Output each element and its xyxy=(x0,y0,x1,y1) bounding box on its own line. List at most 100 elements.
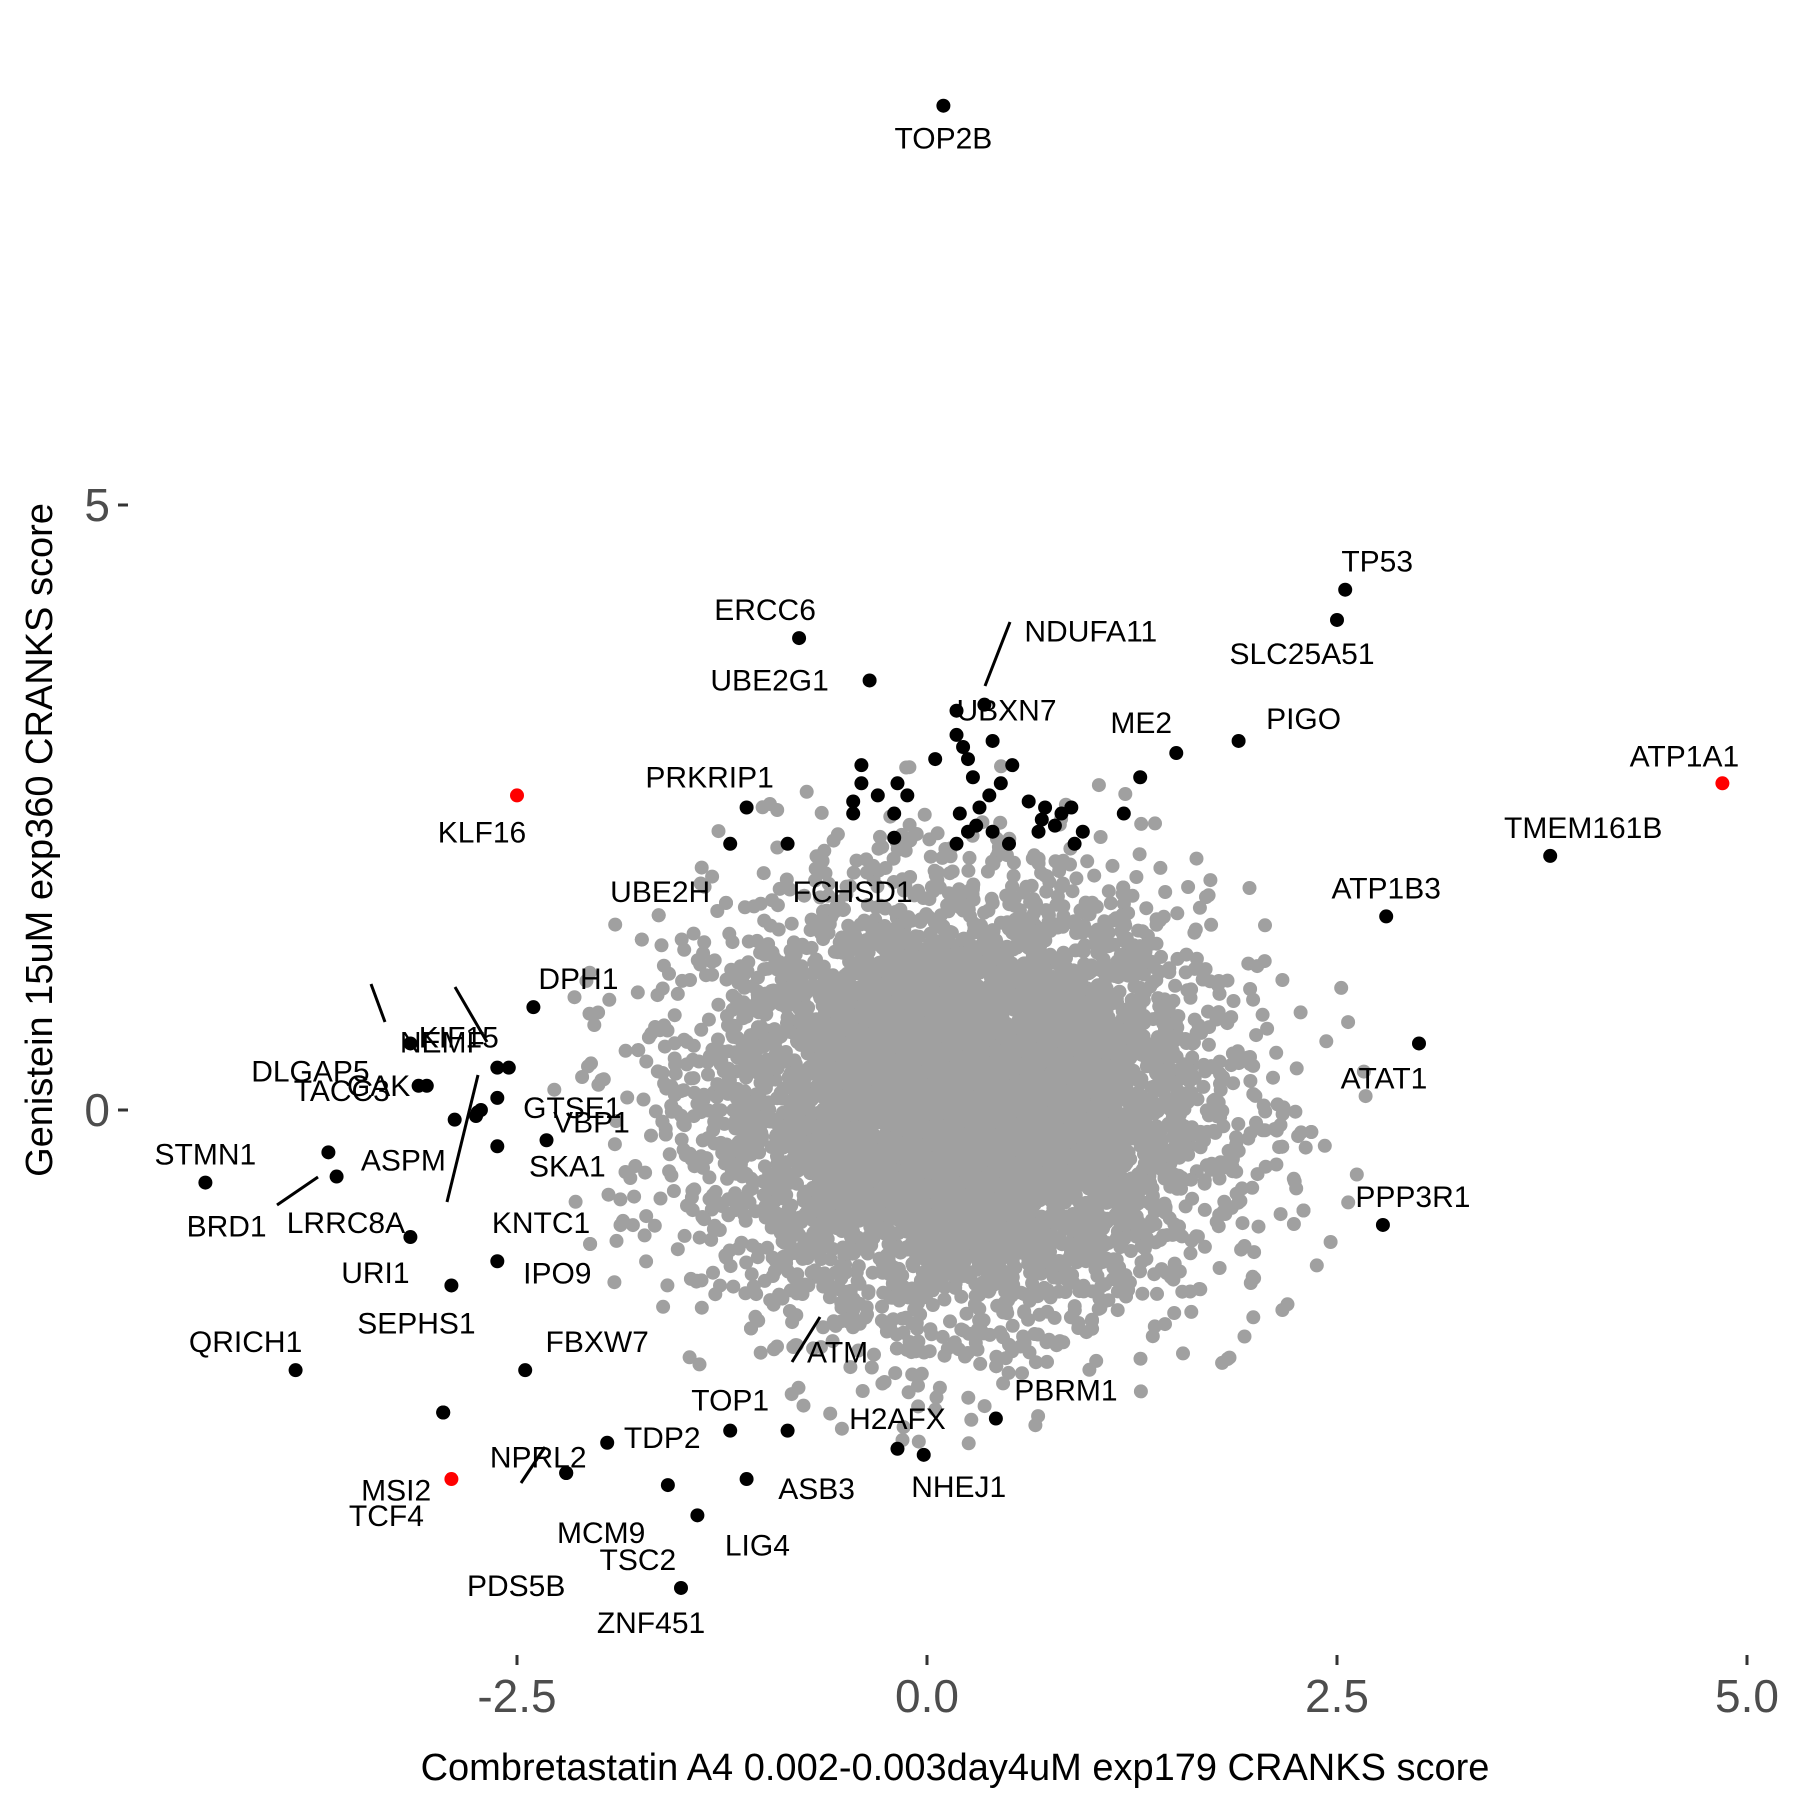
background-point xyxy=(1243,1074,1258,1088)
background-point xyxy=(1258,918,1272,933)
background-point xyxy=(785,1315,800,1330)
background-point xyxy=(897,883,911,898)
background-point xyxy=(737,900,752,915)
background-point xyxy=(1235,1181,1249,1196)
background-point xyxy=(1150,1286,1164,1301)
background-point xyxy=(1040,1354,1054,1369)
background-point xyxy=(1170,951,1185,966)
background-point xyxy=(1212,1171,1227,1186)
background-point xyxy=(756,866,771,881)
background-point xyxy=(865,1265,880,1280)
background-point xyxy=(1167,1306,1182,1320)
background-point xyxy=(994,759,1008,774)
background-point xyxy=(1212,1261,1227,1275)
background-point xyxy=(1166,993,1181,1008)
background-point xyxy=(896,1420,911,1435)
background-point xyxy=(656,1299,671,1314)
background-point xyxy=(772,881,787,896)
background-point xyxy=(1215,1355,1230,1370)
background-point xyxy=(825,1334,840,1349)
background-point xyxy=(1246,992,1261,1007)
background-point xyxy=(1159,1090,1174,1105)
background-point xyxy=(1309,1258,1324,1273)
background-point xyxy=(917,807,932,822)
background-point xyxy=(627,1189,642,1204)
background-point xyxy=(814,805,829,820)
background-point xyxy=(1358,1089,1373,1104)
background-point xyxy=(1235,1216,1250,1231)
background-point xyxy=(697,1212,712,1227)
background-point xyxy=(1123,1244,1138,1258)
background-point xyxy=(1234,1242,1249,1257)
background-point xyxy=(1080,854,1095,869)
background-point xyxy=(1147,1267,1162,1282)
background-point xyxy=(753,1345,768,1360)
background-point xyxy=(1250,1167,1265,1182)
background-point xyxy=(692,1357,707,1372)
background-point xyxy=(1242,881,1257,895)
background-point xyxy=(1192,900,1207,915)
background-point xyxy=(977,1399,992,1414)
background-point xyxy=(1317,1138,1332,1153)
background-point xyxy=(1275,1303,1290,1317)
background-point xyxy=(690,953,705,968)
background-point xyxy=(1196,1079,1211,1094)
background-point xyxy=(1356,1064,1371,1079)
background-point xyxy=(1159,1266,1174,1280)
background-point xyxy=(1245,1180,1260,1195)
background-point xyxy=(1251,1219,1266,1234)
background-point xyxy=(1168,978,1183,993)
background-point xyxy=(765,1250,780,1265)
background-point xyxy=(1269,1045,1284,1060)
background-point xyxy=(886,851,901,866)
background-point xyxy=(797,888,812,903)
background-point xyxy=(1091,778,1106,793)
background-point xyxy=(911,883,925,898)
background-point xyxy=(644,1128,658,1143)
background-point xyxy=(1248,1088,1263,1103)
background-point xyxy=(636,1092,651,1107)
background-point xyxy=(888,1366,903,1381)
background-point xyxy=(654,938,669,953)
background-point xyxy=(1101,925,1116,940)
background-point xyxy=(1043,1290,1058,1305)
background-point xyxy=(1250,959,1265,974)
background-point xyxy=(1211,1005,1226,1020)
background-point xyxy=(942,866,957,881)
background-point xyxy=(1319,1034,1334,1049)
background-point xyxy=(871,841,886,856)
background-point xyxy=(1247,1245,1262,1260)
background-point xyxy=(602,992,617,1007)
background-point xyxy=(1069,871,1084,886)
background-point xyxy=(1059,951,1073,965)
background-point xyxy=(973,1356,988,1371)
background-point xyxy=(1087,868,1102,883)
background-point xyxy=(1158,885,1173,899)
background-point xyxy=(875,1299,889,1314)
background-point xyxy=(686,1109,701,1124)
background-point xyxy=(607,1275,622,1290)
background-point xyxy=(723,1259,738,1274)
background-point xyxy=(1273,1207,1288,1222)
background-point xyxy=(928,1402,943,1417)
background-point xyxy=(1176,1346,1190,1361)
background-point xyxy=(770,1339,784,1354)
background-point xyxy=(1197,1239,1212,1254)
background-point xyxy=(1077,1228,1092,1243)
background-point xyxy=(948,1280,963,1295)
background-point xyxy=(888,905,903,919)
background-point xyxy=(1047,1310,1062,1325)
background-point xyxy=(648,1104,663,1119)
background-point xyxy=(693,876,708,891)
background-point xyxy=(902,760,917,775)
background-point xyxy=(738,1213,753,1228)
background-point xyxy=(639,1054,654,1069)
background-point xyxy=(1028,1418,1043,1433)
background-point xyxy=(1148,816,1162,831)
background-point xyxy=(1056,908,1071,923)
background-point xyxy=(1204,1156,1219,1171)
background-point xyxy=(1093,830,1108,844)
background-point xyxy=(670,986,685,1001)
background-point xyxy=(567,990,582,1005)
background-point xyxy=(653,1191,668,1206)
